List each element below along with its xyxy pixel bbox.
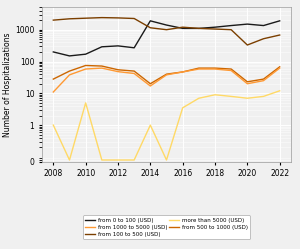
from 500 to 1000 (USD) [230,67,233,70]
from 100 to 500 (USD) [100,16,103,19]
Line: from 0 to 100 (USD): from 0 to 100 (USD) [53,21,280,56]
from 100 to 500 (USD) [262,37,265,40]
from 100 to 500 (USD) [245,44,249,47]
from 1000 to 5000 (USD) [245,82,249,85]
from 100 to 500 (USD) [84,17,88,20]
from 0 to 100 (USD) [132,46,136,49]
more than 5000 (USD) [262,95,265,98]
from 500 to 1000 (USD) [84,64,88,67]
more than 5000 (USD) [52,124,55,126]
from 1000 to 5000 (USD) [197,67,201,70]
from 100 to 500 (USD) [197,27,201,30]
from 0 to 100 (USD) [68,55,71,58]
Y-axis label: Number of Hospitalizations: Number of Hospitalizations [3,32,12,137]
from 1000 to 5000 (USD) [262,79,265,82]
Line: from 1000 to 5000 (USD): from 1000 to 5000 (USD) [53,68,280,92]
from 1000 to 5000 (USD) [181,70,184,73]
from 0 to 100 (USD) [52,51,55,54]
from 0 to 100 (USD) [230,24,233,27]
from 1000 to 5000 (USD) [165,73,168,76]
Line: more than 5000 (USD): more than 5000 (USD) [53,91,280,160]
from 0 to 100 (USD) [148,19,152,22]
from 0 to 100 (USD) [213,26,217,29]
from 1000 to 5000 (USD) [100,67,103,70]
from 0 to 100 (USD) [181,27,184,30]
from 1000 to 5000 (USD) [132,72,136,75]
from 500 to 1000 (USD) [245,80,249,83]
more than 5000 (USD) [132,159,136,162]
from 1000 to 5000 (USD) [213,67,217,70]
Line: from 100 to 500 (USD): from 100 to 500 (USD) [53,18,280,45]
more than 5000 (USD) [213,93,217,96]
from 100 to 500 (USD) [230,28,233,31]
from 500 to 1000 (USD) [165,73,168,76]
more than 5000 (USD) [165,159,168,162]
from 500 to 1000 (USD) [116,68,120,71]
more than 5000 (USD) [116,159,120,162]
more than 5000 (USD) [197,97,201,100]
more than 5000 (USD) [68,159,71,162]
from 100 to 500 (USD) [181,26,184,29]
from 0 to 100 (USD) [197,27,201,30]
more than 5000 (USD) [84,101,88,104]
from 500 to 1000 (USD) [52,78,55,81]
from 500 to 1000 (USD) [197,67,201,70]
from 0 to 100 (USD) [100,45,103,48]
from 100 to 500 (USD) [148,26,152,29]
from 1000 to 5000 (USD) [68,73,71,76]
from 500 to 1000 (USD) [100,64,103,67]
from 1000 to 5000 (USD) [230,69,233,72]
Line: from 500 to 1000 (USD): from 500 to 1000 (USD) [53,65,280,84]
from 100 to 500 (USD) [165,28,168,31]
from 500 to 1000 (USD) [213,67,217,70]
from 1000 to 5000 (USD) [278,67,281,70]
from 500 to 1000 (USD) [278,65,281,68]
from 500 to 1000 (USD) [181,70,184,73]
from 0 to 100 (USD) [262,24,265,27]
from 100 to 500 (USD) [278,34,281,37]
from 100 to 500 (USD) [132,17,136,20]
more than 5000 (USD) [181,106,184,109]
from 1000 to 5000 (USD) [52,90,55,93]
from 1000 to 5000 (USD) [116,70,120,73]
from 500 to 1000 (USD) [148,82,152,85]
more than 5000 (USD) [230,95,233,98]
from 500 to 1000 (USD) [68,69,71,72]
from 1000 to 5000 (USD) [148,84,152,87]
from 0 to 100 (USD) [116,44,120,47]
more than 5000 (USD) [245,97,249,100]
from 0 to 100 (USD) [165,24,168,27]
from 500 to 1000 (USD) [132,69,136,72]
Legend: from 0 to 100 (USD), from 1000 to 5000 (USD), from 100 to 500 (USD), more than 5: from 0 to 100 (USD), from 1000 to 5000 (… [82,215,250,239]
more than 5000 (USD) [100,159,103,162]
from 100 to 500 (USD) [52,19,55,22]
from 0 to 100 (USD) [278,19,281,22]
from 0 to 100 (USD) [245,23,249,26]
from 0 to 100 (USD) [84,53,88,56]
more than 5000 (USD) [148,124,152,126]
from 100 to 500 (USD) [68,17,71,20]
from 100 to 500 (USD) [213,28,217,31]
more than 5000 (USD) [278,89,281,92]
from 1000 to 5000 (USD) [84,67,88,70]
from 100 to 500 (USD) [116,16,120,19]
from 500 to 1000 (USD) [262,78,265,81]
